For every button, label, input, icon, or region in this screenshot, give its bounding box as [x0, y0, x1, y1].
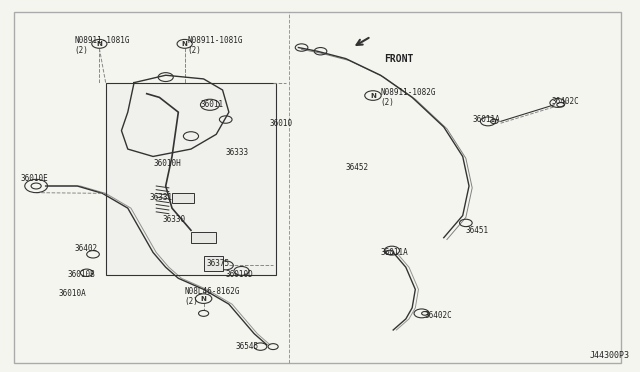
Text: N08911-1081G
(2): N08911-1081G (2)	[188, 36, 243, 55]
Text: 36402C: 36402C	[551, 97, 579, 106]
Text: 36010H: 36010H	[153, 159, 181, 169]
Text: 36010A: 36010A	[58, 289, 86, 298]
Text: 36010: 36010	[270, 119, 293, 128]
Text: 36011A: 36011A	[472, 115, 500, 124]
Text: 36331: 36331	[150, 193, 173, 202]
Text: 36452: 36452	[346, 163, 369, 172]
Text: 36010E: 36010E	[20, 174, 48, 183]
Text: 36402C: 36402C	[425, 311, 452, 320]
Bar	[204, 256, 223, 271]
Text: N08911-1082G
(2): N08911-1082G (2)	[381, 88, 436, 107]
Text: N: N	[370, 93, 376, 99]
Text: J44300P3: J44300P3	[589, 351, 629, 360]
Text: 36402: 36402	[74, 244, 97, 253]
Text: 36010B: 36010B	[68, 270, 95, 279]
Text: 36011A: 36011A	[381, 248, 408, 257]
Text: FRONT: FRONT	[384, 54, 413, 64]
Text: N: N	[182, 41, 188, 47]
Text: 36545: 36545	[236, 342, 259, 351]
Text: 36011: 36011	[200, 100, 223, 109]
Text: 36330: 36330	[163, 215, 186, 224]
Text: N: N	[97, 41, 102, 47]
Bar	[172, 193, 194, 203]
Bar	[106, 83, 276, 275]
Text: N08911-1081G
(2): N08911-1081G (2)	[74, 36, 129, 55]
Text: 36451: 36451	[466, 226, 489, 235]
Text: N08L46-8162G
(2): N08L46-8162G (2)	[185, 287, 240, 307]
Text: 36375: 36375	[207, 259, 230, 268]
Text: 36333: 36333	[226, 148, 249, 157]
Text: 36010D: 36010D	[226, 270, 253, 279]
Text: N: N	[201, 296, 207, 302]
Bar	[191, 232, 216, 243]
